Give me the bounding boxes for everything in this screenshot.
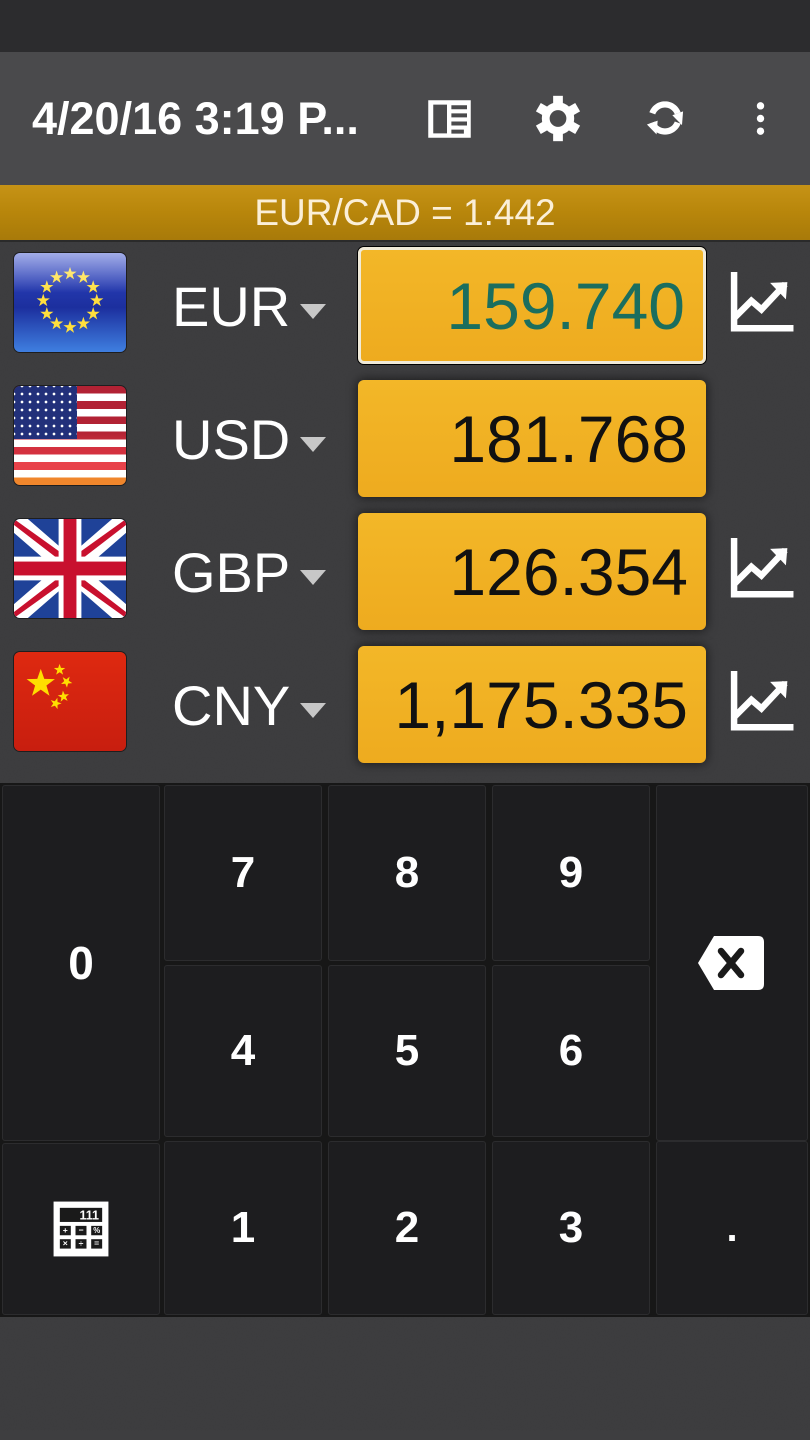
svg-text:+: +: [63, 1225, 68, 1235]
svg-text:=: =: [94, 1238, 99, 1248]
svg-text:%: %: [93, 1226, 100, 1235]
svg-text:−: −: [78, 1225, 83, 1235]
svg-text:×: ×: [63, 1238, 68, 1248]
svg-text:111: 111: [79, 1209, 99, 1223]
svg-text:÷: ÷: [79, 1238, 84, 1248]
